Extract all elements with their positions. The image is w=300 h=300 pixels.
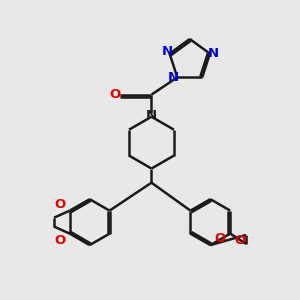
Text: N: N xyxy=(162,45,173,58)
Text: O: O xyxy=(55,234,66,247)
Text: O: O xyxy=(109,88,121,101)
Text: N: N xyxy=(208,47,219,60)
Text: O: O xyxy=(55,198,66,211)
Text: O: O xyxy=(214,232,225,245)
Text: O: O xyxy=(234,234,245,247)
Text: N: N xyxy=(168,71,179,84)
Text: N: N xyxy=(146,109,157,122)
